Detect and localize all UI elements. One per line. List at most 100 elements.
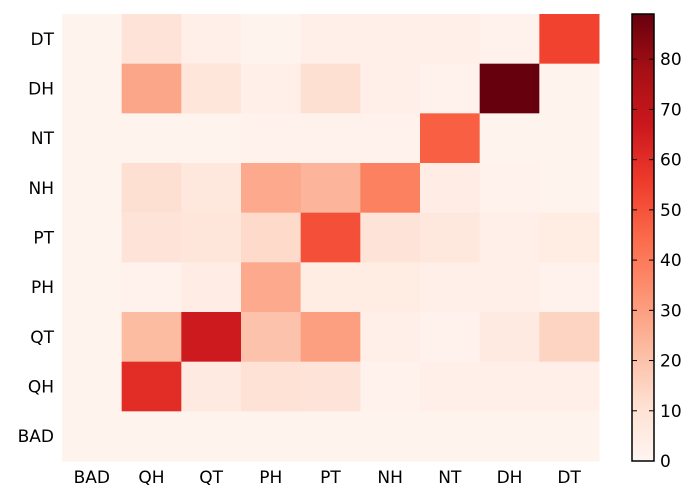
- heatmap-cell: [241, 312, 302, 363]
- y-tick-label: QH: [28, 378, 54, 398]
- heatmap-cell: [420, 212, 481, 263]
- heatmap-cell: [300, 113, 361, 164]
- colorbar-tick-label: 40: [660, 251, 682, 271]
- heatmap-cell: [420, 411, 481, 462]
- heatmap-cell: [539, 411, 600, 462]
- y-tick-label: PH: [31, 278, 54, 298]
- heatmap-cell: [479, 312, 540, 363]
- heatmap-cell: [479, 361, 540, 412]
- colorbar-tick-label: 0: [660, 452, 671, 472]
- heatmap-cell: [241, 411, 302, 462]
- heatmap-cell: [121, 361, 182, 412]
- x-tick-label: BAD: [74, 468, 110, 488]
- y-tick-label: BAD: [18, 427, 54, 447]
- heatmap-cell: [62, 163, 123, 214]
- x-tick-label: QT: [199, 468, 223, 488]
- y-tick-label: QT: [30, 328, 54, 348]
- x-tick-label: DH: [497, 468, 523, 488]
- heatmap-cell: [479, 113, 540, 164]
- heatmap-cell: [181, 312, 242, 363]
- colorbar-tick-label: 20: [660, 352, 682, 372]
- heatmap-cell: [360, 312, 421, 363]
- heatmap-cell: [360, 262, 421, 313]
- x-tick-label: NT: [438, 468, 462, 488]
- heatmap-cell: [539, 312, 600, 363]
- heatmap-cell: [62, 312, 123, 363]
- heatmap-cell: [539, 163, 600, 214]
- colorbar-tick-label: 10: [660, 402, 682, 422]
- colorbar: 0 10 20 30 40 50 60 70 80: [631, 13, 682, 472]
- heatmap-cell: [241, 63, 302, 114]
- heatmap-cell: [300, 262, 361, 313]
- heatmap-cell: [121, 212, 182, 263]
- heatmap-cell: [62, 361, 123, 412]
- y-tick-label: NH: [29, 179, 55, 199]
- heatmap-cell: [479, 163, 540, 214]
- heatmap-cell: [62, 212, 123, 263]
- heatmap-cell: [300, 63, 361, 114]
- heatmap-cell: [360, 411, 421, 462]
- heatmap-cell: [300, 212, 361, 263]
- heatmap-cell: [420, 361, 481, 412]
- heatmap-cell: [62, 63, 123, 114]
- heatmap-cell: [181, 212, 242, 263]
- heatmap-cell: [539, 262, 600, 313]
- heatmap-cell: [479, 212, 540, 263]
- heatmap-cell: [181, 14, 242, 65]
- heatmap-cell: [360, 212, 421, 263]
- heatmap-cell: [539, 14, 600, 65]
- colorbar-tick-label: 60: [660, 151, 682, 171]
- x-tick-label: PT: [320, 468, 341, 488]
- heatmap-cell: [121, 113, 182, 164]
- heatmap-cell: [479, 14, 540, 65]
- heatmap-cell: [539, 63, 600, 114]
- heatmap-cell: [121, 262, 182, 313]
- heatmap-cell: [300, 163, 361, 214]
- heatmap-cell: [181, 113, 242, 164]
- y-axis-labels: DT DH NT NH PT PH QT QH BAD: [18, 30, 55, 447]
- heatmap-cell: [181, 63, 242, 114]
- heatmap-cell: [62, 411, 123, 462]
- colorbar-tick-label: 70: [660, 100, 682, 120]
- heatmap-cell: [539, 212, 600, 263]
- heatmap-cell: [420, 14, 481, 65]
- heatmap-cell: [360, 361, 421, 412]
- heatmap-cell: [241, 262, 302, 313]
- y-tick-label: DT: [31, 30, 55, 50]
- heatmap-cell: [420, 113, 481, 164]
- heatmap-cell: [181, 262, 242, 313]
- heatmap-cell: [420, 312, 481, 363]
- x-tick-label: PH: [259, 468, 282, 488]
- heatmap-cell: [539, 361, 600, 412]
- heatmap-cell: [121, 411, 182, 462]
- x-axis-labels: BAD QH QT PH PT NH NT DH DT: [74, 468, 582, 488]
- heatmap-cell: [300, 14, 361, 65]
- heatmap-cell: [62, 14, 123, 65]
- heatmap-cell: [181, 163, 242, 214]
- heatmap-cell: [479, 262, 540, 313]
- heatmap-cell: [300, 312, 361, 363]
- heatmap-cell: [241, 113, 302, 164]
- colorbar-tick-label: 30: [660, 301, 682, 321]
- colorbar-tick-label: 80: [660, 50, 682, 70]
- heatmap-cell: [121, 163, 182, 214]
- heatmap-cell: [121, 312, 182, 363]
- heatmap-cell: [121, 14, 182, 65]
- heatmap-cell: [241, 361, 302, 412]
- colorbar-bar: [631, 13, 655, 462]
- heatmap-cell: [420, 262, 481, 313]
- heatmap-cell: [181, 411, 242, 462]
- y-tick-label: DH: [28, 80, 54, 100]
- heatmap-cell: [300, 411, 361, 462]
- x-tick-label: QH: [138, 468, 164, 488]
- heatmap-cell: [62, 113, 123, 164]
- y-tick-label: PT: [33, 229, 54, 249]
- heatmap-cell: [420, 63, 481, 114]
- x-tick-label: DT: [557, 468, 581, 488]
- heatmap-cell: [360, 63, 421, 114]
- heatmap-cell: [121, 63, 182, 114]
- heatmap-cell: [420, 163, 481, 214]
- heatmap-cell: [360, 14, 421, 65]
